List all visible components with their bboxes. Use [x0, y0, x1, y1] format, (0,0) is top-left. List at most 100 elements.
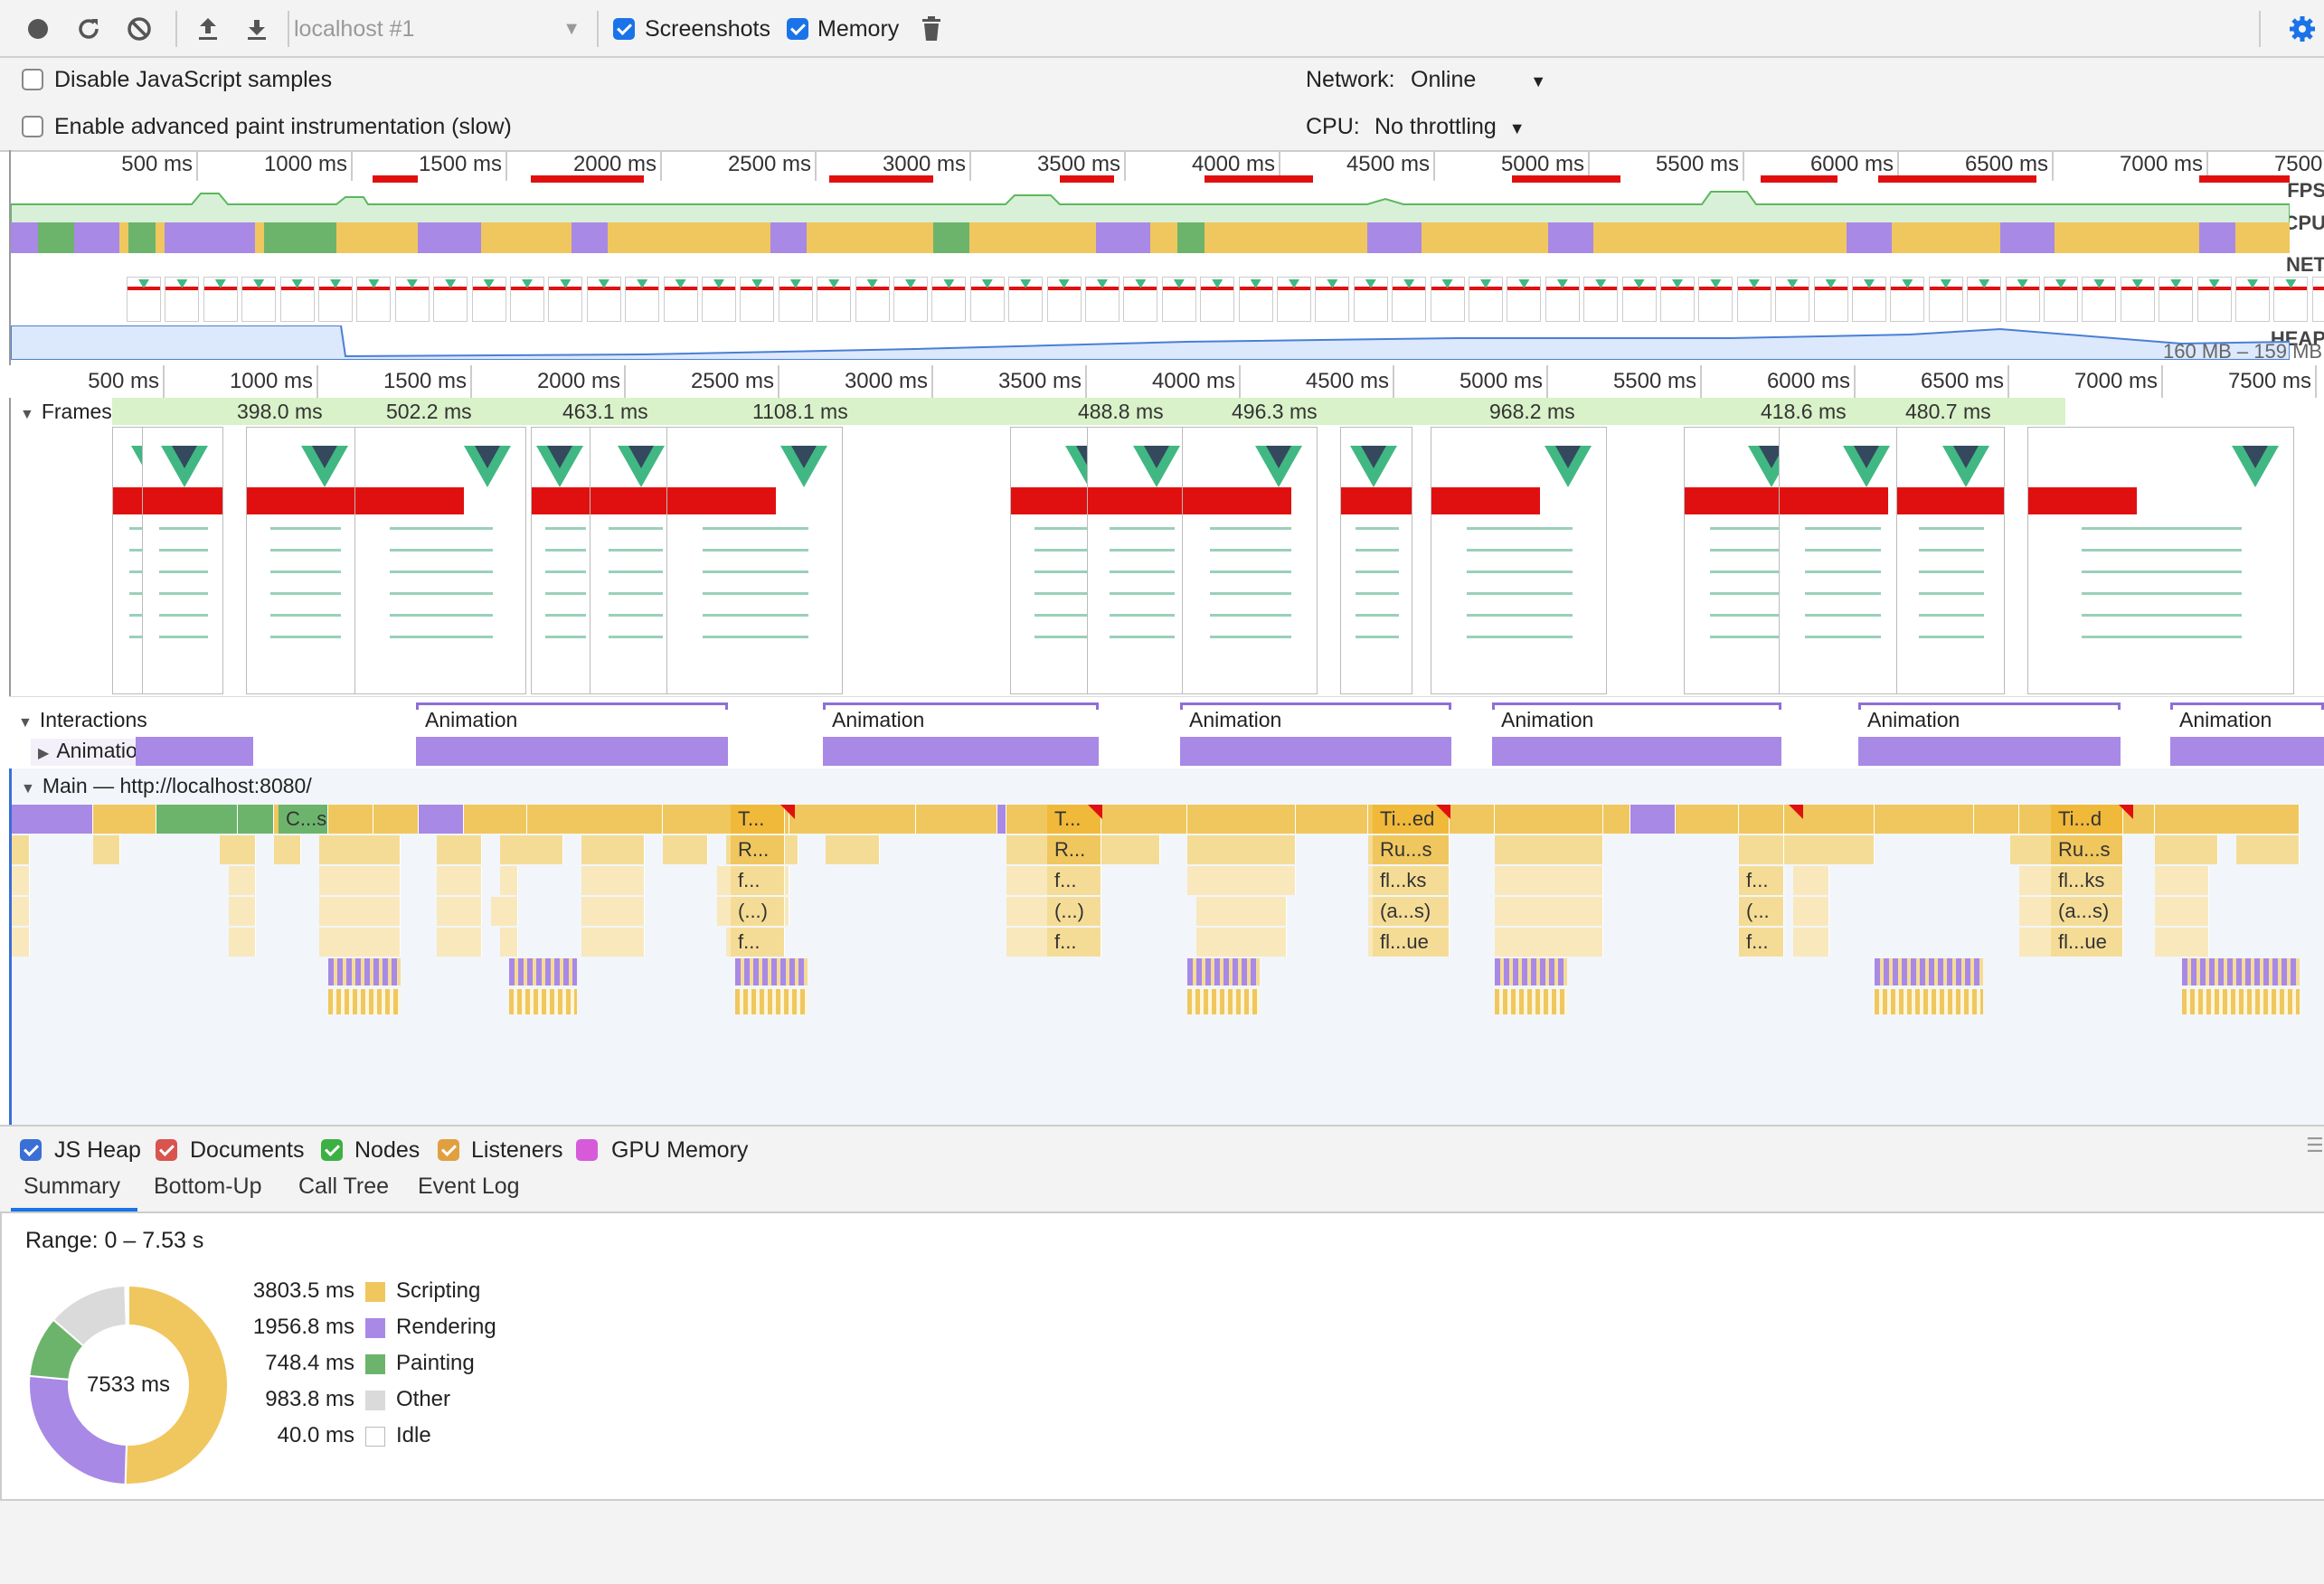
flame-labeled-block[interactable]: R...	[1047, 835, 1101, 864]
flame-block[interactable]	[373, 805, 419, 834]
flame-block[interactable]	[93, 835, 120, 864]
flame-block[interactable]	[93, 805, 156, 834]
screenshot-thumbnail[interactable]	[1123, 277, 1158, 322]
flame-labeled-block[interactable]: C...s	[279, 805, 328, 834]
documents-checkbox[interactable]	[156, 1139, 177, 1161]
flame-block[interactable]	[274, 835, 301, 864]
flame-block[interactable]	[238, 805, 274, 834]
screenshot-thumbnail[interactable]	[1928, 277, 1963, 322]
listeners-checkbox[interactable]	[438, 1139, 459, 1161]
flame-block[interactable]	[1739, 835, 1784, 864]
flame-block[interactable]	[500, 866, 518, 895]
flame-block[interactable]	[1974, 805, 2019, 834]
frame-screenshot[interactable]	[354, 427, 526, 694]
flame-block[interactable]	[581, 928, 645, 957]
flame-block[interactable]	[1296, 805, 1368, 834]
flame-block[interactable]	[464, 805, 527, 834]
screenshot-thumbnail[interactable]	[1507, 277, 1542, 322]
flame-block[interactable]	[1187, 835, 1296, 864]
screenshot-thumbnail[interactable]	[1775, 277, 1810, 322]
flame-block[interactable]	[1676, 805, 1739, 834]
flame-block[interactable]	[437, 866, 482, 895]
flame-block[interactable]	[12, 928, 30, 957]
clear-icon[interactable]	[121, 11, 157, 47]
screenshot-thumbnail[interactable]	[1161, 277, 1196, 322]
frames-header[interactable]: ▼ Frames	[20, 400, 112, 424]
flame-block[interactable]	[2236, 835, 2300, 864]
flame-block[interactable]	[156, 805, 238, 834]
flame-labeled-block[interactable]: T...	[731, 805, 785, 834]
flame-block[interactable]	[1630, 805, 1676, 834]
flame-block[interactable]	[1875, 805, 1974, 834]
animation-bar[interactable]	[136, 737, 253, 766]
flame-labeled-block[interactable]: fl...ks	[1373, 866, 1450, 895]
flame-block[interactable]	[319, 835, 401, 864]
flame-block[interactable]	[1006, 897, 1052, 926]
screenshot-thumbnail[interactable]	[702, 277, 736, 322]
flame-block[interactable]	[2155, 928, 2209, 957]
upload-icon[interactable]	[190, 11, 226, 47]
flame-block[interactable]	[229, 897, 256, 926]
screenshot-thumbnail[interactable]	[740, 277, 775, 322]
memory-checkbox[interactable]	[787, 18, 808, 40]
screenshot-thumbnail[interactable]	[1277, 277, 1311, 322]
gear-icon[interactable]	[2284, 11, 2320, 47]
screenshot-thumbnail[interactable]	[471, 277, 506, 322]
frames-track[interactable]: ▼ Frames 398.0 ms 502.2 ms 463.1 ms 1108.1 m…	[9, 398, 2324, 696]
flame-block[interactable]	[437, 897, 482, 926]
flame-block[interactable]	[2155, 866, 2209, 895]
screenshot-thumbnail[interactable]	[1085, 277, 1119, 322]
screenshot-thumbnail[interactable]	[2005, 277, 2040, 322]
screenshot-thumbnail[interactable]	[817, 277, 852, 322]
flame-block[interactable]	[1495, 805, 1603, 834]
animation-subtrack-header[interactable]: ▶ Animation	[38, 739, 149, 763]
flame-block[interactable]	[1603, 805, 1630, 834]
flame-block[interactable]	[437, 928, 482, 957]
flame-block[interactable]	[2155, 897, 2209, 926]
flame-labeled-block[interactable]: fl...ue	[1373, 928, 1450, 957]
flame-labeled-block[interactable]: (a...s)	[2051, 897, 2123, 926]
flame-block[interactable]	[229, 866, 256, 895]
flame-block[interactable]	[229, 928, 256, 957]
flame-block[interactable]	[1793, 866, 1829, 895]
screenshot-thumbnail[interactable]	[1698, 277, 1734, 322]
screenshot-thumbnail[interactable]	[2235, 277, 2270, 322]
animation-bar[interactable]	[823, 737, 1099, 766]
flame-block[interactable]	[1739, 805, 1784, 834]
screenshot-thumbnail[interactable]	[625, 277, 660, 322]
tab-summary[interactable]: Summary	[24, 1174, 120, 1199]
screenshot-thumbnail[interactable]	[318, 277, 353, 322]
flame-block[interactable]	[581, 866, 645, 895]
screenshot-thumbnail[interactable]	[2159, 277, 2194, 322]
drag-handle-icon[interactable]: ☰	[2306, 1134, 2324, 1156]
flame-labeled-block[interactable]: Ru...s	[1373, 835, 1450, 864]
frame-screenshot[interactable]	[246, 427, 364, 694]
frame-screenshot[interactable]	[142, 427, 223, 694]
flame-labeled-block[interactable]: fl...ks	[2051, 866, 2123, 895]
screenshot-thumbnail[interactable]	[893, 277, 928, 322]
frame-screenshot[interactable]	[1896, 427, 2005, 694]
frame-screenshot[interactable]	[1431, 427, 1607, 694]
screenshot-thumbnail[interactable]	[1430, 277, 1465, 322]
screenshot-thumbnail[interactable]	[433, 277, 468, 322]
flame-block[interactable]	[1784, 835, 1875, 864]
main-thread-header[interactable]: ▼ Main — http://localhost:8080/	[21, 774, 312, 798]
js-heap-checkbox[interactable]	[20, 1139, 42, 1161]
screenshot-thumbnail[interactable]	[1813, 277, 1848, 322]
screenshot-thumbnail[interactable]	[548, 277, 583, 322]
tab-bottom-up[interactable]: Bottom-Up	[154, 1174, 262, 1199]
flame-block[interactable]	[1006, 805, 1052, 834]
flame-block[interactable]	[1495, 897, 1603, 926]
interactions-header[interactable]: ▼ Interactions	[18, 708, 147, 732]
screenshot-thumbnail[interactable]	[1200, 277, 1235, 322]
flame-block[interactable]	[826, 835, 880, 864]
flame-block[interactable]	[1495, 928, 1603, 957]
flame-labeled-block[interactable]: R...	[731, 835, 785, 864]
interactions-track[interactable]: ▼ Interactions ▶ Animation Animation Animat…	[9, 696, 2324, 769]
flame-labeled-block[interactable]: f...	[1739, 928, 1784, 957]
screenshot-thumbnail[interactable]	[1967, 277, 2002, 322]
flame-labeled-block[interactable]: Ru...s	[2051, 835, 2123, 864]
reload-icon[interactable]	[71, 11, 107, 47]
screenshot-thumbnail[interactable]	[1046, 277, 1082, 322]
flame-block[interactable]	[663, 805, 735, 834]
